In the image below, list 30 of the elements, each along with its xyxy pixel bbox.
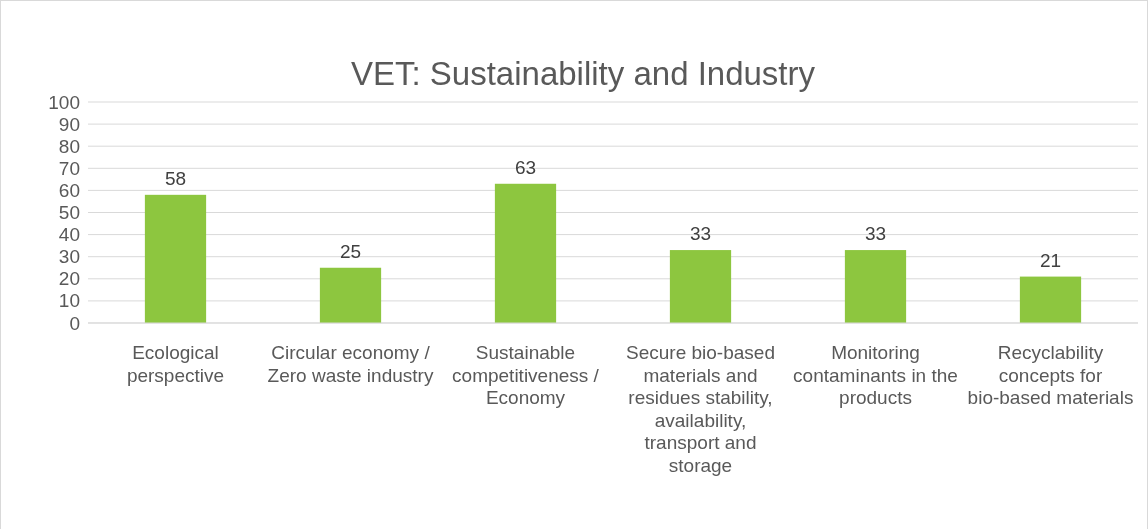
bar — [494, 183, 557, 323]
y-tick-label: 30 — [58, 246, 80, 268]
y-tick-label: 70 — [58, 157, 80, 179]
y-tick-label: 0 — [69, 312, 80, 334]
data-label: 58 — [164, 167, 187, 189]
data-label: 21 — [1039, 249, 1062, 271]
y-tick-label: 20 — [58, 268, 80, 290]
y-tick-label: 40 — [58, 224, 80, 246]
x-tick-label: Ecological perspective — [126, 342, 225, 386]
y-tick-label: 50 — [58, 202, 80, 224]
data-label: 33 — [864, 223, 887, 245]
bar — [144, 194, 207, 323]
data-label: 63 — [514, 156, 537, 178]
data-label: 25 — [339, 240, 362, 262]
bar — [844, 250, 907, 323]
x-tick-label: Monitoring contaminants in the products — [793, 342, 958, 408]
chart-title: VET: Sustainability and Industry — [350, 55, 816, 92]
bar — [1019, 276, 1082, 323]
y-tick-label: 60 — [58, 179, 80, 201]
y-tick-label: 90 — [58, 113, 80, 135]
y-tick-label: 10 — [58, 290, 80, 312]
y-tick-label: 100 — [48, 91, 80, 113]
x-tick-label: Circular economy / Zero waste industry — [267, 342, 434, 386]
x-tick-label: Sustainable competitiveness / Economy — [452, 342, 600, 408]
bar — [319, 267, 382, 323]
y-tick-label: 80 — [58, 135, 80, 157]
data-label: 33 — [689, 223, 712, 245]
x-tick-label: Recyclability concepts for bio-based materials — [967, 342, 1134, 408]
x-tick-label: Secure bio-based materials and residues stability, availability, transport and storage — [626, 342, 775, 476]
bar — [669, 250, 732, 323]
